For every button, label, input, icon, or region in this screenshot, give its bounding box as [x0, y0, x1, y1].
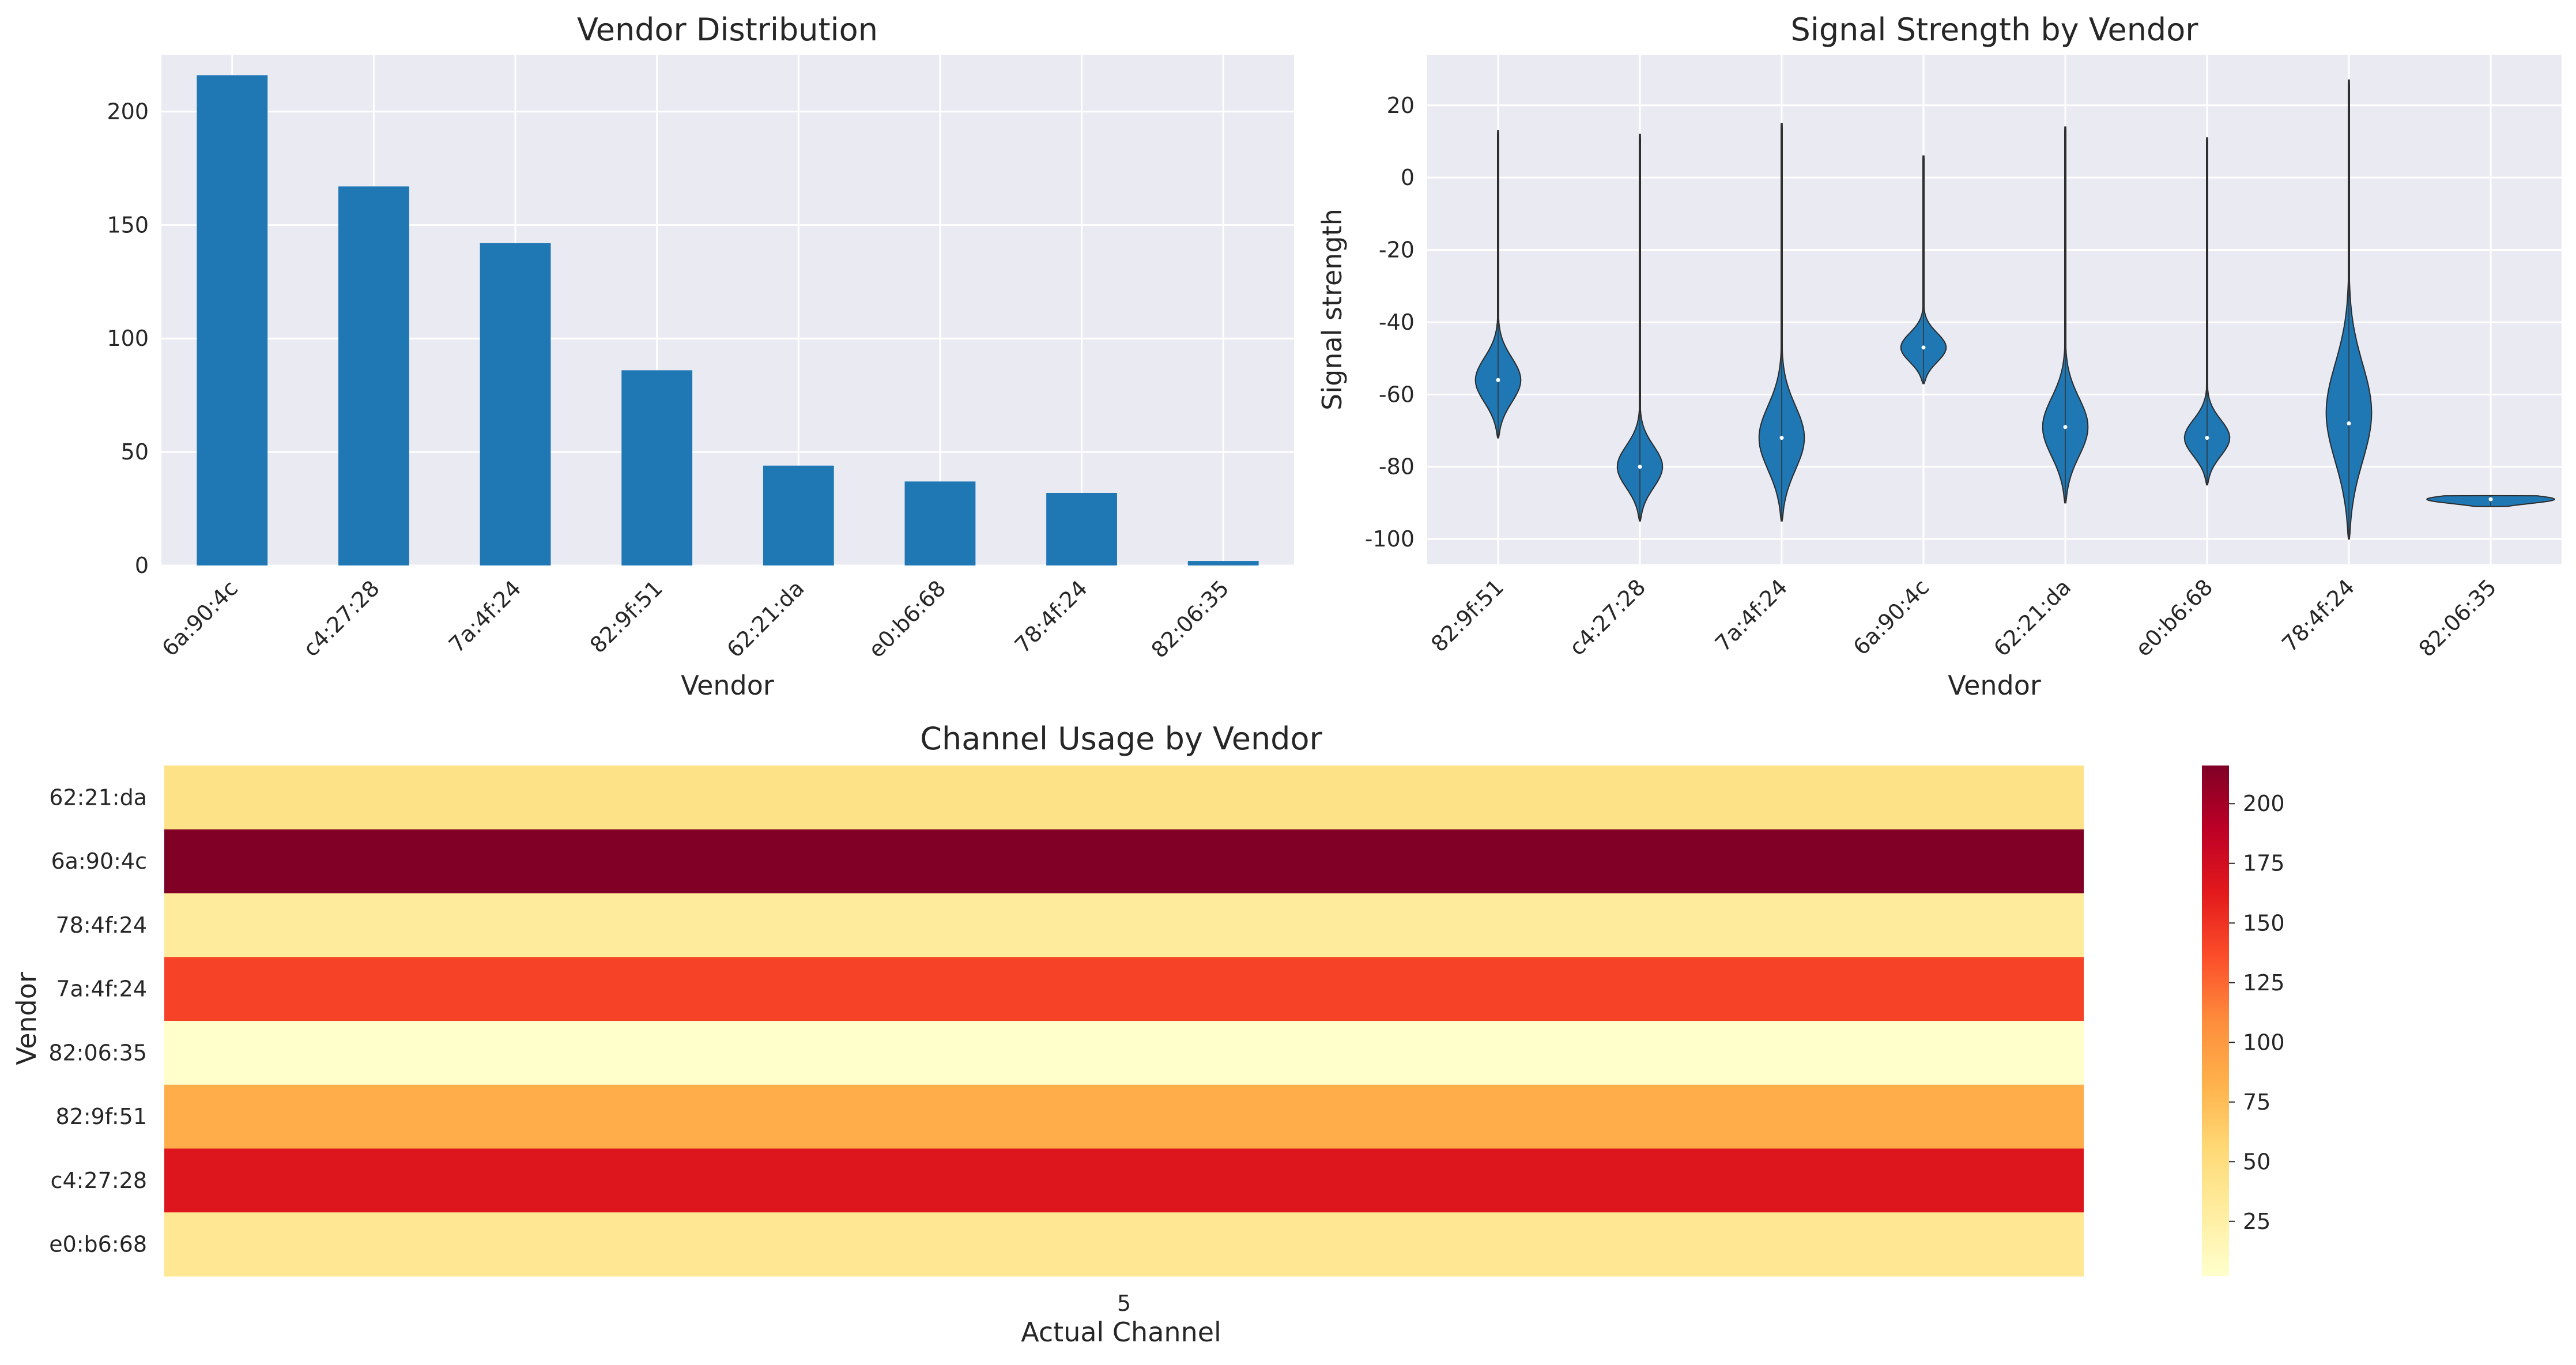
colorbar-tick-label: 150	[2243, 910, 2285, 936]
violin-7a4f24	[1758, 123, 1805, 522]
violin-y-tick-label: 0	[1401, 165, 1415, 190]
violin-x-tick-label: e0:b6:68	[2130, 574, 2217, 661]
bar-y-tick-label: 0	[135, 553, 149, 578]
violin-6a904c	[1900, 155, 1947, 384]
violin-y-tick-label: -60	[1379, 382, 1415, 407]
violin-median-dot	[2205, 436, 2209, 440]
violin-median-dot	[2063, 425, 2068, 429]
bar-x-tick-label: 82:9f:51	[585, 575, 667, 658]
violin-panel: -100 -80 -60 -40 -20 0 20 82:9f:51 c4:27:28 7a:4…	[1317, 12, 2562, 701]
violin-829f51	[1474, 130, 1522, 439]
violin-chart-title: Signal Strength by Vendor	[1791, 12, 2199, 48]
heatmap-y-tick-label: 78:4f:24	[55, 912, 147, 938]
heatmap-y-tick-label: 82:9f:51	[55, 1104, 147, 1129]
violin-784f24	[2325, 79, 2373, 540]
violin-median-dot	[1779, 436, 1784, 440]
bar-x-tick-label: 62:21:da	[722, 575, 809, 662]
violin-x-tick-label: 82:06:35	[2414, 574, 2502, 662]
bar-x-tick-label: 7a:4f:24	[444, 575, 526, 658]
heatmap-cell-c42728	[164, 1148, 2084, 1213]
heatmap-cell-6a904c	[164, 829, 2084, 893]
violin-plot-area	[1427, 55, 2562, 564]
bar-y-tick-label: 50	[121, 439, 149, 465]
bar-y-tick-label: 150	[107, 212, 149, 237]
violin-y-tick-label: -20	[1379, 237, 1415, 263]
heatmap-y-tick-label: 82:06:35	[48, 1040, 147, 1065]
violin-x-tick-label: 7a:4f:24	[1710, 574, 1793, 657]
violin-y-axis-label: Signal strength	[1317, 209, 1348, 410]
heatmap-y-tick-label: c4:27:28	[51, 1168, 147, 1193]
violin-y-tick-label: -80	[1379, 454, 1415, 480]
heatmap-y-tick-label: 7a:4f:24	[56, 976, 147, 1002]
violin-median-dot	[2488, 497, 2493, 501]
bar-x-tick-label: c4:27:28	[298, 575, 384, 661]
heatmap-cell-820635	[164, 1021, 2084, 1085]
heatmap-title: Channel Usage by Vendor	[920, 721, 1322, 757]
bar-y-tick-label: 200	[107, 99, 149, 124]
heatmap-cell-784f24	[164, 893, 2084, 957]
heatmap-y-tick-label: e0:b6:68	[49, 1232, 147, 1257]
heatmap-cell-e0b668	[164, 1212, 2084, 1277]
bar-784f24	[1046, 492, 1117, 565]
heatmap-cell-829f51	[164, 1084, 2084, 1149]
violin-6221da	[2042, 126, 2089, 504]
violin-x-axis-label: Vendor	[1948, 670, 2041, 701]
violin-e0b668	[2183, 137, 2231, 486]
bar-y-tick-label: 100	[107, 326, 149, 351]
colorbar-tick-label: 175	[2243, 851, 2285, 876]
colorbar-tick-label: 200	[2243, 791, 2285, 816]
violin-x-tick-label: 62:21:da	[1989, 574, 2076, 661]
bar-6221da	[763, 465, 834, 565]
bar-829f51	[621, 370, 693, 565]
colorbar-tick-label: 75	[2243, 1089, 2270, 1115]
bar-chart-title: Vendor Distribution	[577, 12, 878, 48]
heatmap-y-axis-label: Vendor	[11, 972, 42, 1065]
bar-x-tick-label: 6a:90:4c	[157, 575, 243, 661]
violin-median-dot	[1921, 345, 1926, 350]
bar-x-tick-label: 78:4f:24	[1010, 575, 1092, 658]
bar-x-tick-label: 82:06:35	[1146, 575, 1234, 663]
heatmap-cell-7a4f24	[164, 957, 2084, 1021]
heatmap-x-tick-label: 5	[1117, 1291, 1131, 1316]
violin-median-dot	[1638, 465, 1642, 469]
bar-6a904c	[197, 75, 268, 565]
violin-c42728	[1616, 133, 1664, 522]
colorbar-tick-label: 100	[2243, 1030, 2285, 1055]
colorbar-tick-label: 25	[2243, 1209, 2270, 1234]
bar-c42728	[338, 186, 409, 565]
violin-y-tick-label: 20	[1387, 93, 1415, 118]
violin-x-tick-label: 82:9f:51	[1426, 574, 1508, 657]
bar-x-tick-label: e0:b6:68	[863, 575, 951, 662]
bar-x-axis-label: Vendor	[681, 670, 774, 701]
violin-x-tick-label: c4:27:28	[1564, 574, 1650, 660]
violin-median-dot	[2347, 421, 2351, 425]
violin-820635	[2426, 495, 2555, 507]
violin-median-dot	[1496, 378, 1500, 382]
violin-x-tick-label: 78:4f:24	[2277, 574, 2359, 657]
heatmap-cell-6221da	[164, 766, 2084, 830]
colorbar	[2202, 766, 2229, 1276]
bar-panel: 0 50 100 150 200 6a:90:4c c4:27:28 7a:4f:24 82:…	[107, 12, 1294, 701]
heatmap-y-tick-label: 62:21:da	[49, 785, 147, 810]
heatmap-x-axis-label: Actual Channel	[1021, 1317, 1221, 1348]
violin-x-tick-label: 6a:90:4c	[1849, 574, 1934, 660]
colorbar-tick-label: 125	[2243, 970, 2285, 996]
bar-plot-area	[161, 55, 1294, 565]
heatmap-y-tick-label: 6a:90:4c	[51, 849, 148, 874]
bar-7a4f24	[480, 243, 551, 565]
violin-y-tick-label: -40	[1379, 310, 1415, 335]
colorbar-tick-label: 50	[2243, 1149, 2270, 1174]
bar-820635	[1187, 561, 1259, 565]
heatmap-panel: 62:21:da 6a:90:4c 78:4f:24 7a:4f:24 82:06:35…	[11, 721, 2285, 1348]
violin-y-tick-label: -100	[1365, 526, 1415, 552]
bar-e0b668	[904, 481, 976, 565]
